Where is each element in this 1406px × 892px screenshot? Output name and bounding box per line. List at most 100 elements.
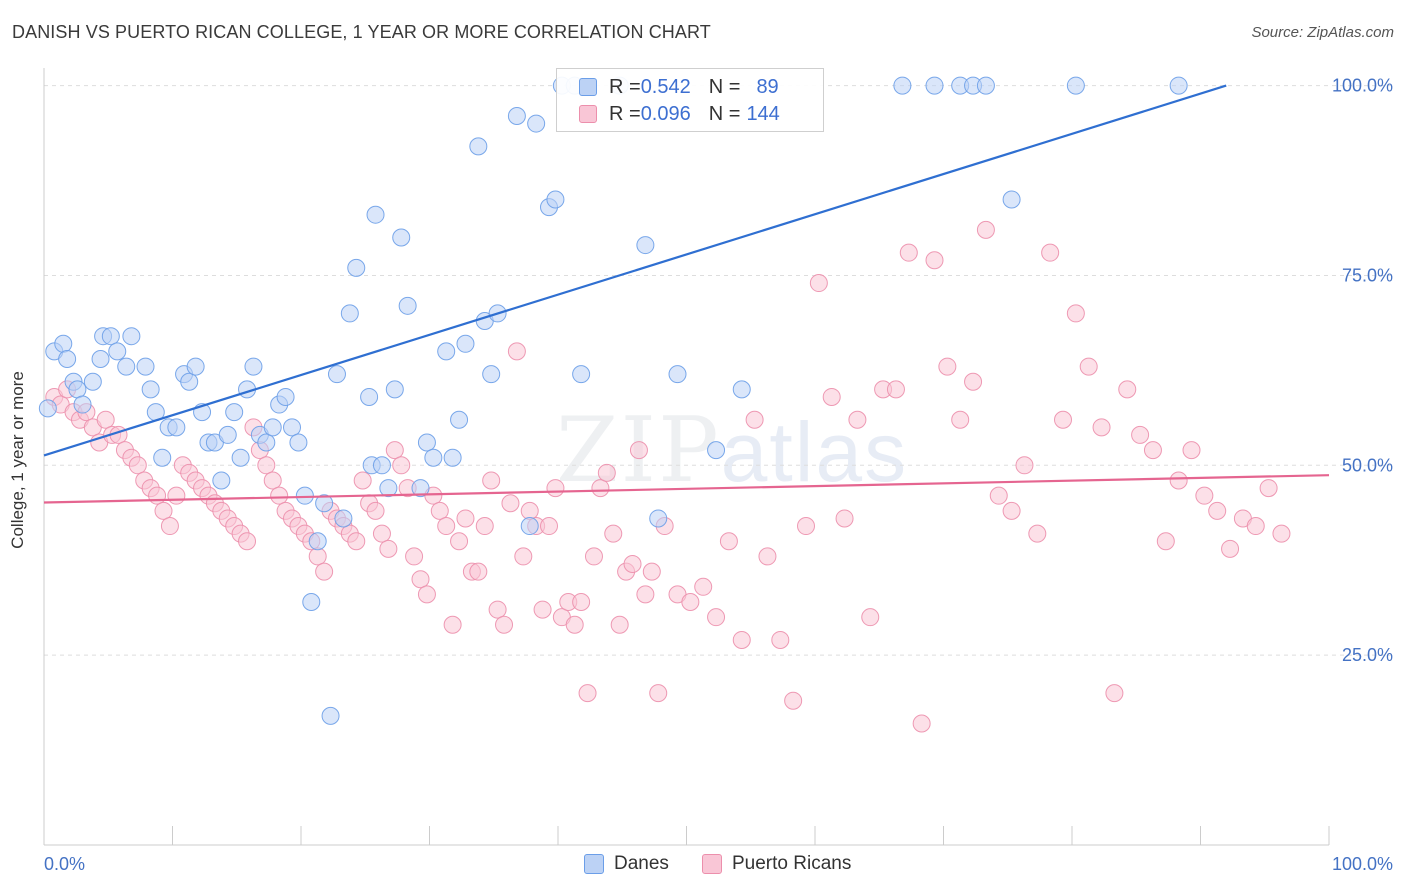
puerto-rican-point (514, 547, 533, 566)
puerto-rican-point (1143, 441, 1162, 460)
danes-point (443, 448, 462, 467)
puerto-rican-point (771, 630, 790, 649)
danes-point (54, 334, 73, 353)
danes-point (180, 372, 199, 391)
puerto-rican-point (1156, 532, 1175, 551)
danes-point (91, 349, 110, 368)
puerto-rican-point (964, 372, 983, 391)
danes-point (153, 448, 172, 467)
puerto-rican-point (758, 547, 777, 566)
puerto-rican-point (861, 608, 880, 627)
danes-point (117, 357, 136, 376)
puerto-rican-point (366, 501, 385, 520)
danes-point (417, 433, 436, 452)
puerto-rican-point (572, 592, 591, 611)
danes-point (38, 399, 57, 418)
puerto-rican-point (379, 539, 398, 558)
puerto-rican-point (1066, 304, 1085, 323)
danes-point (347, 258, 366, 277)
puerto-rican-point (912, 714, 931, 733)
danes-point (186, 357, 205, 376)
puerto-rican-point (540, 517, 559, 536)
legend-item-puerto-ricans[interactable]: Puerto Ricans (702, 852, 851, 876)
danes-point (276, 387, 295, 406)
stats-box: R = 0.542 N = 89 R = 0.096 N = 144 (556, 68, 824, 132)
danes-point (456, 334, 475, 353)
puerto-rican-point (167, 486, 186, 505)
danes-point (482, 365, 501, 384)
puerto-rican-point (1002, 501, 1021, 520)
puerto-rican-point (1041, 243, 1060, 262)
puerto-rican-point (1169, 471, 1188, 490)
puerto-rican-point (925, 251, 944, 270)
danes-point (263, 418, 282, 437)
puerto-rican-point (623, 555, 642, 574)
puerto-ricans-r-value: 0.096 (640, 102, 691, 125)
danes-point (101, 327, 120, 346)
danes-point (295, 486, 314, 505)
legend-item-danes[interactable]: Danes (584, 852, 669, 876)
axes (43, 68, 1330, 846)
danes-point (1002, 190, 1021, 209)
puerto-rican-point (1118, 380, 1137, 399)
danes-point (469, 137, 488, 156)
puerto-rican-point (565, 615, 584, 634)
puerto-rican-point (238, 532, 257, 551)
danes-point (218, 425, 237, 444)
puerto-rican-point (495, 615, 514, 634)
puerto-ricans-trend-line (43, 474, 1330, 504)
danes-point (372, 456, 391, 475)
puerto-rican-point (636, 585, 655, 604)
danes-point (327, 365, 346, 384)
puerto-rican-point (411, 570, 430, 589)
danes-point (122, 327, 141, 346)
danes-point (68, 380, 87, 399)
puerto-rican-point (649, 684, 668, 703)
danes-point (392, 228, 411, 247)
danes-point (58, 349, 77, 368)
puerto-rican-point (1079, 357, 1098, 376)
puerto-rican-point (160, 517, 179, 536)
danes-trend-line (43, 84, 1227, 457)
danes-point (136, 357, 155, 376)
puerto-rican-point (1028, 524, 1047, 543)
puerto-rican-point (610, 615, 629, 634)
puerto-rican-point (430, 501, 449, 520)
legend-puerto-ricans-swatch (702, 854, 722, 874)
puerto-rican-point (353, 471, 372, 490)
puerto-ricans-swatch (579, 105, 597, 123)
danes-point (411, 479, 430, 498)
puerto-rican-point (591, 479, 610, 498)
danes-point (283, 418, 302, 437)
danes-point (385, 380, 404, 399)
puerto-rican-point (347, 532, 366, 551)
puerto-rican-point (437, 517, 456, 536)
puerto-rican-point (886, 380, 905, 399)
danes-point (520, 517, 539, 536)
puerto-rican-point (1272, 524, 1291, 543)
danes-point (1066, 76, 1085, 95)
danes-point (398, 296, 417, 315)
danes-point (366, 205, 385, 224)
danes-swatch (579, 78, 597, 96)
puerto-rican-point (443, 615, 462, 634)
puerto-rican-point (154, 501, 173, 520)
puerto-rican-point (732, 630, 751, 649)
danes-point (636, 236, 655, 255)
puerto-rican-point (507, 342, 526, 361)
puerto-rican-point (584, 547, 603, 566)
puerto-ricans-n-value: 144 (746, 102, 780, 125)
danes-point (212, 471, 231, 490)
trend-lines (43, 84, 1330, 504)
y-tick-label: 100.0% (1332, 76, 1393, 96)
puerto-rican-point (976, 220, 995, 239)
puerto-rican-point (809, 274, 828, 293)
puerto-rican-point (694, 577, 713, 596)
puerto-rican-point (1259, 479, 1278, 498)
puerto-rican-point (578, 684, 597, 703)
danes-point (289, 433, 308, 452)
danes-n-value: 89 (756, 75, 779, 98)
danes-point (732, 380, 751, 399)
danes-point (167, 418, 186, 437)
